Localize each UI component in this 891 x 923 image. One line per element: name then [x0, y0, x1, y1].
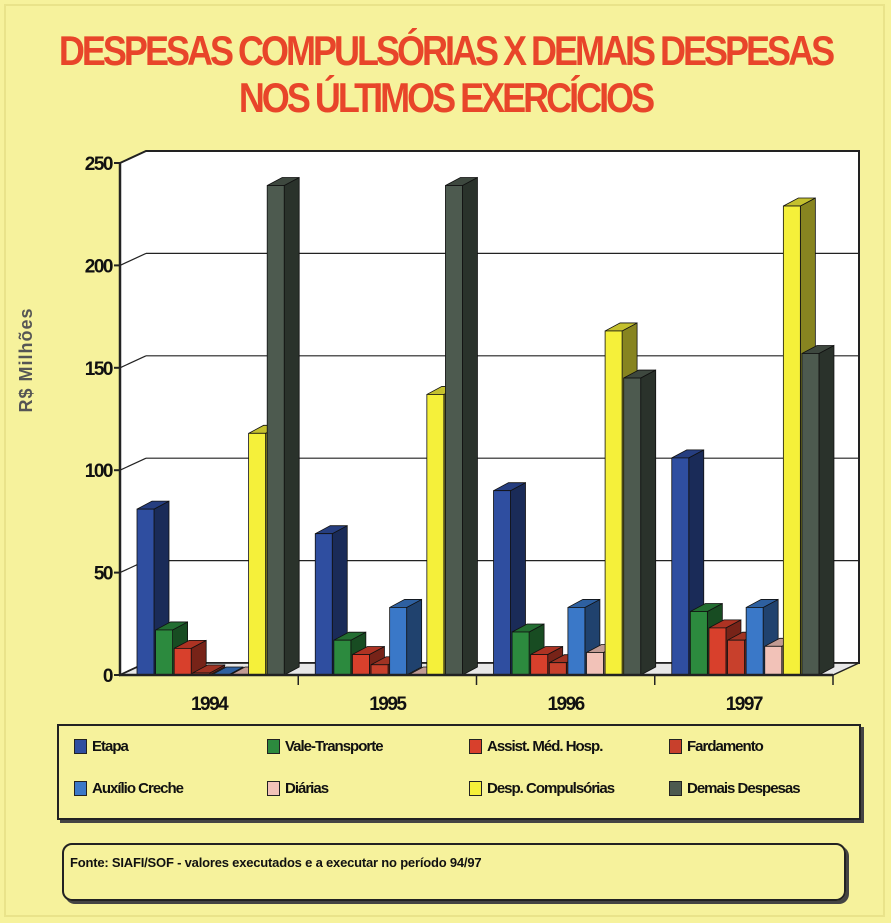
bar-front: [567, 607, 586, 676]
source-note: Fonte: SIAFI/SOF - valores executados e …: [70, 855, 482, 870]
legend-item: Desp. Compulsórias: [469, 780, 615, 797]
legend-label: Diárias: [285, 780, 329, 797]
gridline-side: [119, 457, 147, 471]
legend-label: Vale-Transporte: [285, 738, 384, 755]
gridline-side: [119, 355, 147, 369]
bar-side: [640, 369, 657, 676]
bar-front: [708, 627, 727, 676]
y-tick-label: 50: [94, 564, 113, 585]
bar-front: [586, 652, 604, 676]
bar-front: [314, 533, 333, 676]
bar-side: [283, 176, 300, 676]
legend-label: Auxílio Creche: [92, 780, 184, 797]
bar-front: [530, 654, 549, 676]
legend-swatch: [469, 739, 482, 754]
bar-front: [352, 654, 370, 676]
bar: [389, 598, 423, 676]
bar-front: [511, 631, 530, 676]
bar: [314, 525, 348, 676]
bar-front: [671, 457, 690, 676]
legend-swatch: [469, 781, 482, 796]
bar-side: [462, 176, 478, 676]
legend: Etapa Vale-Transporte Assist. Méd. Hosp. Fa…: [57, 724, 861, 820]
bar-side: [406, 598, 423, 676]
legend-label: Assist. Méd. Hosp.: [487, 738, 603, 755]
legend-label: Fardamento: [687, 738, 764, 755]
bar-front: [389, 607, 408, 676]
bar-front: [248, 432, 267, 676]
legend-swatch: [669, 739, 682, 754]
bar-front: [689, 611, 708, 676]
bar-front: [155, 629, 174, 676]
legend-label: Demais Despesas: [687, 780, 801, 797]
legend-item: Assist. Méd. Hosp.: [469, 738, 603, 755]
chart-plot: 0 50 100 150 200 250 1994 1995 1996 1997: [85, 150, 860, 715]
bar-front: [727, 639, 745, 676]
legend-swatch: [669, 781, 682, 796]
y-tick-label: 250: [85, 154, 113, 175]
x-tick-label: 1995: [369, 694, 407, 715]
bar-front: [493, 490, 511, 676]
y-tick-label: 200: [85, 256, 113, 277]
legend-item: Vale-Transporte: [267, 738, 384, 755]
bar: [266, 176, 300, 676]
outer-frame: [4, 4, 885, 917]
bar-front: [623, 377, 642, 676]
bar: [173, 639, 207, 676]
bar-front: [801, 353, 820, 676]
legend-swatch: [74, 781, 87, 796]
bar: [445, 176, 478, 676]
bar-front: [136, 508, 155, 676]
source-box: Fonte: SIAFI/SOF - valores executados e …: [62, 843, 846, 901]
bar-front: [604, 330, 623, 676]
legend-item: Auxílio Creche: [74, 780, 184, 797]
y-tick-label: 0: [103, 666, 113, 687]
bar-front: [370, 664, 389, 676]
bar: [623, 369, 657, 676]
bar-front: [173, 647, 192, 676]
bar-front: [764, 645, 783, 676]
bar-front: [333, 639, 352, 676]
y-tick-label: 100: [85, 461, 113, 482]
legend-item: Fardamento: [669, 738, 764, 755]
bar-front: [445, 185, 463, 676]
bar-front: [266, 185, 285, 676]
legend-item: Diárias: [267, 780, 329, 797]
legend-label: Etapa: [92, 738, 129, 755]
bar-front: [548, 662, 567, 676]
legend-swatch: [267, 781, 280, 796]
chart-title-line-1: DESPESAS COMPULSÓRIAS X DEMAIS DESPESAS: [58, 26, 835, 75]
legend-swatch: [74, 739, 87, 754]
x-tick-label: 1997: [726, 694, 763, 715]
gridline-side: [119, 252, 147, 266]
legend-swatch: [267, 739, 280, 754]
bar-front: [782, 205, 801, 676]
bar: [530, 645, 564, 676]
legend-item: Etapa: [74, 738, 129, 755]
x-tick-label: 1994: [191, 694, 229, 715]
bar: [801, 344, 835, 676]
legend-item: Demais Despesas: [669, 780, 801, 797]
bar-front: [426, 394, 445, 676]
bar-side: [818, 344, 835, 676]
y-tick-label: 150: [85, 359, 113, 380]
legend-label: Desp. Compulsórias: [487, 780, 615, 797]
gridline-side: [119, 150, 147, 164]
x-tick-label: 1996: [547, 694, 584, 715]
plot-area-back-wall: [119, 150, 860, 677]
bar-front: [745, 607, 764, 676]
chart-title-line-2: NOS ÚLTIMOS EXERCÍCIOS: [238, 73, 655, 121]
